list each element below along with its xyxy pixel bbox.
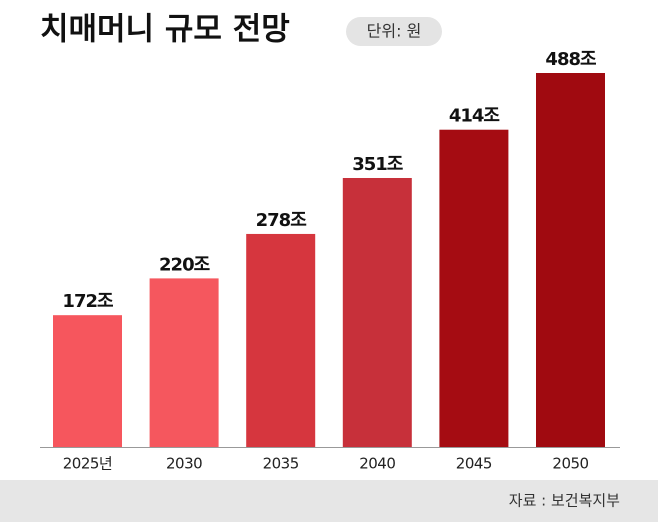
unit-label: 단위: 원 — [367, 22, 422, 41]
footer — [0, 480, 658, 522]
bar — [342, 177, 412, 447]
value-label: 351조 — [352, 154, 403, 175]
bar — [53, 315, 122, 447]
value-label: 172조 — [62, 291, 113, 312]
value-label: 278조 — [256, 210, 307, 231]
x-tick-label: 2030 — [166, 455, 202, 473]
x-tick-label: 2050 — [552, 455, 588, 473]
x-tick-label: 2025년 — [63, 455, 112, 473]
x-tick-label: 2040 — [359, 455, 395, 473]
unit-pill — [346, 17, 442, 46]
value-label: 488조 — [545, 49, 596, 70]
bar — [439, 129, 509, 447]
bar — [536, 73, 605, 447]
value-label: 414조 — [449, 106, 500, 127]
source: 자료 : 보건복지부 — [509, 492, 620, 510]
chart-title: 치매머니 규모 전망 — [40, 12, 290, 48]
bar — [149, 278, 219, 447]
value-label: 220조 — [159, 254, 210, 275]
bar — [246, 233, 316, 447]
x-tick-label: 2035 — [263, 455, 299, 473]
x-tick-label: 2045 — [456, 455, 492, 473]
